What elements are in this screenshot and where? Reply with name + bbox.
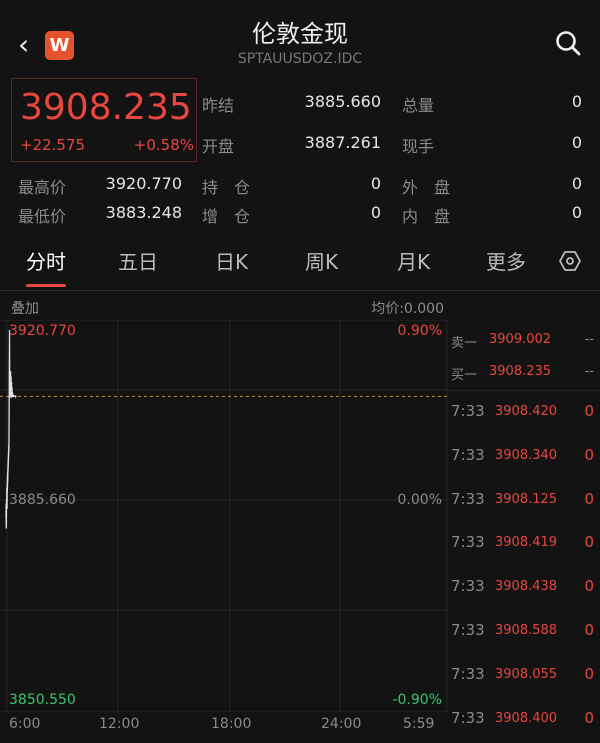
trade-volume: 0: [584, 533, 594, 552]
trade-time: 7:33: [451, 664, 485, 683]
trade-time: 7:33: [451, 489, 485, 508]
trade-price: 3908.400: [495, 710, 558, 726]
back-button[interactable]: ‹: [18, 28, 30, 61]
trade-volume: 0: [584, 708, 594, 727]
tab-intraday[interactable]: 分时: [26, 250, 66, 274]
search-icon[interactable]: [555, 30, 581, 56]
stat-value: 3920.770: [105, 174, 182, 193]
ask-price: 3909.002: [489, 332, 552, 347]
ask-volume: --: [584, 332, 594, 347]
stat-label: 开盘: [202, 137, 235, 156]
active-tab-indicator: [26, 284, 66, 287]
x-tick: 24:00: [321, 716, 362, 732]
tab-more[interactable]: 更多: [486, 250, 526, 274]
trade-volume: 0: [584, 489, 594, 508]
intraday-chart: [0, 320, 448, 712]
stat-label: 内 盘: [402, 207, 451, 226]
tab-daily-k[interactable]: 日K: [215, 250, 249, 274]
settings-icon[interactable]: [559, 250, 581, 272]
tab-five-day[interactable]: 五日: [118, 250, 158, 274]
trade-price: 3908.438: [495, 579, 558, 595]
trade-row: 7:33 3908.420 0: [449, 402, 600, 422]
trade-price: 3908.055: [495, 666, 558, 682]
stat-label: 总量: [402, 96, 435, 115]
trade-row: 7:33 3908.400 0: [449, 709, 600, 729]
trade-time: 7:33: [451, 402, 485, 420]
stat-label: 现手: [402, 137, 435, 156]
x-tick: 18:00: [211, 716, 252, 732]
stat-value: 0: [370, 203, 381, 222]
trade-row: 7:33 3908.419 0: [449, 533, 600, 553]
chart-tabs: 分时 五日 日K 周K 月K 更多: [0, 246, 600, 280]
trade-price: 3908.420: [495, 404, 558, 419]
bid-label: 买一: [451, 368, 478, 383]
trade-time: 7:33: [451, 621, 485, 639]
symbol-code: SPTAUUSDOZ.IDC: [237, 51, 363, 67]
stat-label: 持 仓: [202, 178, 251, 197]
ask-label: 卖一: [451, 336, 478, 351]
stat-value: 3887.261: [304, 133, 381, 152]
trade-volume: 0: [584, 445, 594, 464]
tab-weekly-k[interactable]: 周K: [305, 250, 339, 274]
trade-time: 7:33: [451, 577, 485, 596]
stat-label: 昨结: [202, 96, 235, 115]
price-box: 3908.235 +22.575 +0.58%: [11, 78, 197, 162]
stat-value: 0: [571, 92, 582, 111]
trade-price: 3908.340: [495, 447, 558, 463]
trade-price: 3908.125: [495, 491, 558, 507]
bid-volume: --: [584, 364, 594, 379]
price-line: [5, 329, 17, 529]
stat-label: 外 盘: [402, 178, 451, 197]
stat-label: 最低价: [18, 207, 67, 226]
x-tick: 5:59: [403, 716, 435, 732]
pct-high-label: 0.90%: [397, 323, 442, 339]
stat-label: 最高价: [18, 178, 67, 197]
stat-value: 0: [571, 133, 582, 152]
avg-price-label: 均价:0.000: [371, 301, 444, 317]
x-tick: 12:00: [99, 716, 140, 732]
price-change: +22.575: [20, 136, 86, 154]
divider: [449, 390, 600, 391]
trade-row: 7:33 3908.055 0: [449, 665, 600, 685]
pct-low-label: -0.90%: [392, 692, 442, 708]
stat-value: 0: [571, 203, 582, 222]
price-change-pct: +0.58%: [133, 136, 194, 154]
stat-value: 3883.248: [105, 203, 182, 222]
trade-volume: 0: [584, 577, 594, 596]
trade-price: 3908.588: [495, 623, 558, 638]
y-high-label: 3920.770: [9, 323, 76, 339]
stat-value: 3885.660: [304, 92, 381, 111]
bid-price: 3908.235: [489, 364, 552, 379]
divider: [0, 290, 600, 291]
app-logo: W: [45, 31, 74, 60]
trade-volume: 0: [584, 664, 594, 683]
stat-value: 0: [370, 174, 381, 193]
trade-row: 7:33 3908.438 0: [449, 577, 600, 597]
trade-row: 7:33 3908.125 0: [449, 490, 600, 510]
trade-volume: 0: [584, 402, 594, 420]
tab-monthly-k[interactable]: 月K: [397, 250, 431, 274]
stat-value: 0: [571, 174, 582, 193]
trade-volume: 0: [584, 621, 594, 639]
pct-mid-label: 0.00%: [397, 492, 442, 508]
stat-label: 增 仓: [202, 207, 251, 226]
page-title: 伦敦金现: [252, 20, 348, 48]
trade-time: 7:33: [451, 708, 485, 727]
x-tick: 6:00: [9, 716, 41, 732]
overlay-button[interactable]: 叠加: [11, 301, 39, 317]
y-low-label: 3850.550: [9, 692, 76, 708]
trade-price: 3908.419: [495, 535, 558, 551]
trade-row: 7:33 3908.588 0: [449, 621, 600, 641]
trade-time: 7:33: [451, 533, 485, 552]
trade-time: 7:33: [451, 445, 485, 464]
last-price: 3908.235: [20, 87, 192, 128]
trade-row: 7:33 3908.340 0: [449, 446, 600, 466]
y-mid-label: 3885.660: [9, 492, 76, 508]
